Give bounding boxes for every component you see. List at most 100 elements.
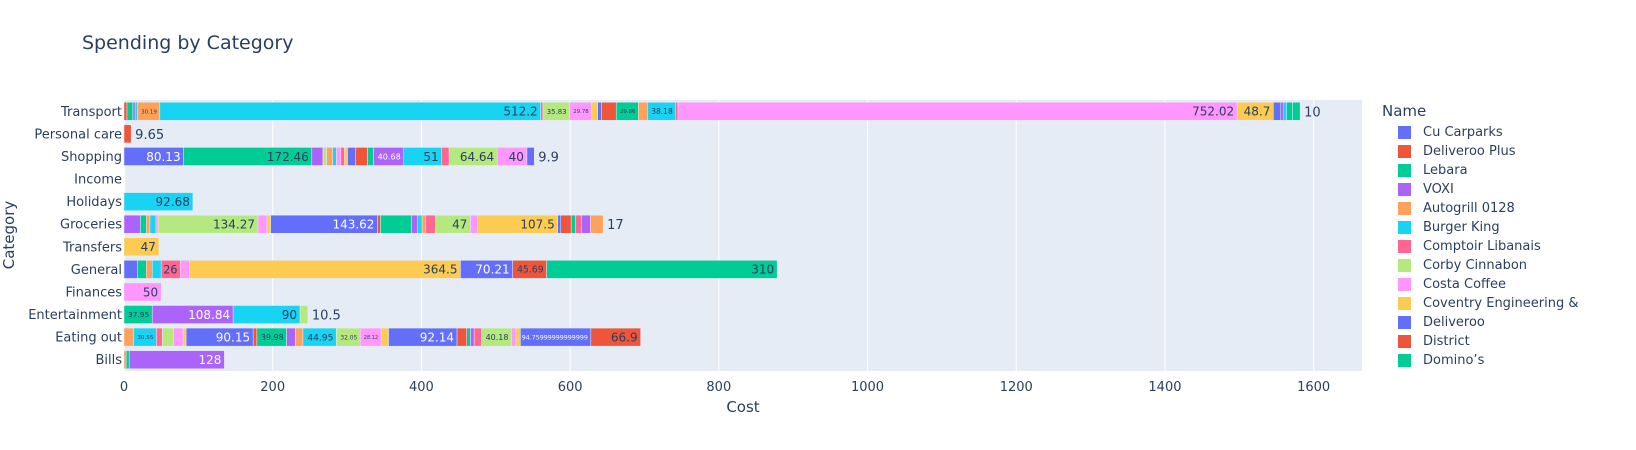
y-tick-label: Shopping [61, 150, 122, 165]
x-tick-label: 1400 [1148, 380, 1181, 395]
data-label-outside: 9.65 [135, 128, 164, 143]
legend-item[interactable]: Coventry Engineering & [1382, 294, 1579, 313]
bar-segment [597, 102, 602, 121]
bar-segment [466, 327, 471, 347]
bar-segment [137, 260, 147, 279]
bar-segment [380, 214, 412, 234]
bar-segment [146, 214, 151, 234]
bar-segment [377, 214, 381, 234]
legend-item[interactable]: Lebara [1382, 161, 1579, 180]
y-tick-label: Personal care [34, 127, 122, 142]
data-label: 172.46 [267, 150, 309, 164]
legend-title: Name [1382, 102, 1427, 120]
x-tick-label: 200 [260, 380, 285, 395]
legend-item[interactable]: VOXI [1382, 180, 1579, 199]
bar-segment [344, 147, 348, 166]
x-tick-label: 600 [558, 380, 583, 395]
data-label: 32.05 [340, 335, 357, 341]
legend-swatch [1398, 316, 1411, 329]
data-label: 108.84 [188, 308, 230, 322]
data-label: 28.12 [364, 335, 378, 341]
data-label: 70.21 [475, 263, 509, 277]
data-label: 30.19 [141, 109, 157, 115]
legend-item[interactable]: Comptoir Libanais [1382, 237, 1579, 256]
legend-items: Cu Carparks Deliveroo Plus Lebara VOXI Autog… [1382, 123, 1579, 370]
bar-segment [173, 327, 184, 347]
legend-item[interactable]: Deliveroo [1382, 313, 1579, 332]
data-label: 47 [452, 218, 467, 232]
legend-item[interactable]: Burger King [1382, 218, 1579, 237]
data-label: 143.62 [332, 218, 374, 232]
data-label: 51 [423, 150, 438, 164]
bar-segment [123, 327, 134, 347]
bar-segment [421, 214, 427, 234]
data-label: 30.55 [137, 335, 153, 341]
bar-segment [322, 147, 327, 166]
legend-label: Lebara [1423, 163, 1468, 178]
legend-item[interactable]: Cu Carparks [1382, 123, 1579, 142]
bar-segment [162, 327, 174, 347]
data-label: 35.83 [547, 108, 567, 116]
bar-segment [557, 214, 562, 234]
bar-segment [441, 147, 450, 166]
bar-segment [470, 327, 475, 347]
y-tick-labels: Transport Personal care Shopping Income Holi… [28, 105, 122, 368]
bar-segment [546, 260, 778, 279]
bar-segment [540, 102, 544, 121]
bar-segment [590, 327, 641, 347]
x-tick-label: 1600 [1297, 380, 1330, 395]
bar-segment [591, 102, 598, 121]
bar-segment [149, 214, 157, 234]
legend-swatch [1398, 259, 1411, 272]
data-label: 94.75999999999999 [522, 334, 588, 341]
x-tick-label: 0 [120, 380, 128, 395]
data-label: 90 [282, 308, 297, 322]
data-label: 364.5 [423, 263, 457, 277]
legend-item[interactable]: Domino’s [1382, 351, 1579, 370]
legend-swatch [1398, 335, 1411, 348]
bar-segment [638, 102, 648, 121]
bar-segment [340, 147, 345, 166]
data-label: 310 [751, 263, 774, 277]
data-label: 44.95 [307, 333, 333, 343]
bar-segment [189, 260, 461, 279]
bar-segment [470, 214, 479, 234]
bar-segment [456, 327, 467, 347]
bar-segment [128, 350, 225, 369]
bar-segment [417, 214, 423, 234]
data-label: 29.86 [620, 109, 636, 115]
legend-label: Autogrill 0128 [1423, 201, 1515, 216]
x-tick-label: 1000 [851, 380, 884, 395]
bar-segment [1283, 102, 1287, 121]
data-label: 26 [163, 263, 177, 276]
bar-segment [380, 327, 389, 347]
data-label-outside: 10.5 [312, 309, 341, 324]
legend-item[interactable]: Corby Cinnabon [1382, 256, 1579, 275]
legend-label: Corby Cinnabon [1423, 258, 1528, 273]
bar-segment [123, 192, 194, 211]
legend-item[interactable]: Autogrill 0128 [1382, 199, 1579, 218]
legend-item[interactable]: Costa Coffee [1382, 275, 1579, 294]
data-label: 128 [198, 353, 221, 367]
legend-item[interactable]: District [1382, 332, 1579, 351]
x-tick-labels: 0 200 400 600 800 1000 1200 1400 1600 [120, 380, 1330, 395]
legend-label: VOXI [1423, 182, 1454, 197]
bar-segment [332, 147, 337, 166]
bar-segment [123, 214, 141, 234]
bar-segment [515, 327, 521, 347]
data-label: 40.18 [486, 333, 509, 342]
bar-segment [125, 350, 130, 369]
bar-segment [123, 260, 138, 279]
y-tick-label: Holidays [66, 195, 122, 210]
bar-segment [575, 214, 582, 234]
bar-segment [590, 214, 604, 234]
legend-item[interactable]: Deliveroo Plus [1382, 142, 1579, 161]
legend-label: Costa Coffee [1423, 277, 1506, 292]
y-tick-label: Entertainment [28, 308, 122, 323]
bar-segment [156, 327, 163, 347]
legend-swatch [1398, 278, 1411, 291]
data-label: 40.68 [378, 151, 401, 161]
legend-label: District [1423, 334, 1470, 349]
y-tick-label: General [71, 263, 122, 278]
data-label: 38.18 [651, 107, 673, 116]
